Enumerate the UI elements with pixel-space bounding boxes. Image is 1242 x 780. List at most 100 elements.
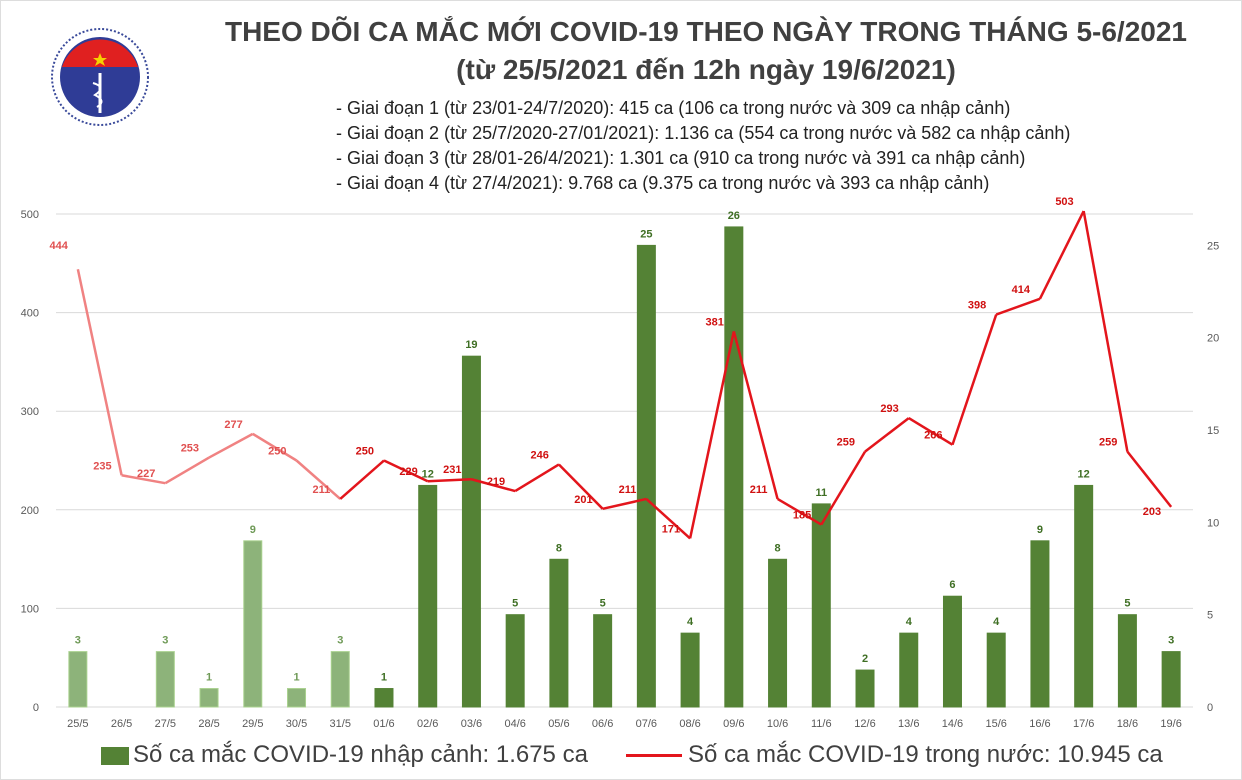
line-data-label: 227 [137, 468, 155, 480]
x-axis-tick: 17/6 [1073, 718, 1094, 730]
line-segment [339, 459, 385, 500]
bar-data-label: 4 [906, 616, 913, 628]
line-data-label: 229 [399, 466, 417, 478]
x-axis-tick: 31/5 [330, 718, 351, 730]
note-phase-1: - Giai đoạn 1 (từ 23/01-24/7/2020): 415 … [336, 98, 1011, 118]
bar [330, 651, 350, 708]
line-data-label: 219 [487, 476, 505, 488]
bar [418, 484, 438, 708]
line-data-label: 211 [313, 484, 331, 496]
bar [636, 244, 656, 708]
line-segment [208, 432, 254, 459]
right-axis-tick: 10 [1207, 517, 1219, 529]
line-segment [1038, 210, 1085, 300]
line-segment [427, 477, 472, 483]
bar [811, 503, 831, 708]
line-segment [164, 456, 210, 485]
left-axis-tick: 0 [33, 702, 39, 714]
x-axis-tick: 28/5 [198, 718, 219, 730]
line-segment [558, 463, 604, 510]
x-axis-tick: 19/6 [1160, 718, 1181, 730]
right-axis-tick: 0 [1207, 702, 1213, 714]
x-axis-tick: 18/6 [1117, 718, 1138, 730]
legend-swatch-line [626, 754, 682, 758]
x-axis-tick: 30/5 [286, 718, 307, 730]
line-segment [864, 417, 910, 453]
line-segment [688, 331, 736, 539]
bar-data-label: 1 [381, 672, 387, 684]
line-data-label: 231 [443, 464, 461, 476]
right-axis-tick: 5 [1207, 610, 1213, 622]
bar-data-label: 1 [206, 672, 212, 684]
bar [549, 558, 569, 708]
bar [155, 651, 175, 708]
bar-data-label: 9 [1037, 524, 1043, 536]
line-segment [645, 498, 691, 540]
bar-data-label: 8 [556, 542, 562, 554]
x-axis-tick: 14/6 [942, 718, 963, 730]
bar-data-label: 3 [162, 635, 168, 647]
bar-data-label: 4 [993, 616, 1000, 628]
bar [1161, 651, 1181, 708]
note-phase-2: - Giai đoạn 2 (từ 25/7/2020-27/01/2021):… [336, 123, 1071, 143]
bar-data-label: 3 [75, 635, 81, 647]
line-data-label: 185 [793, 510, 811, 522]
legend-swatch-bar [101, 746, 129, 765]
line-segment [252, 432, 298, 462]
line-data-label: 503 [1055, 196, 1073, 208]
line-segment [776, 497, 822, 526]
line-data-label: 381 [705, 316, 723, 328]
bar-data-label: 5 [512, 598, 518, 610]
note-phase-3: - Giai đoạn 3 (từ 28/01-26/4/2021): 1.30… [336, 148, 1026, 168]
right-axis-tick: 25 [1207, 240, 1219, 252]
bar-data-label: 12 [422, 468, 434, 480]
x-axis-tick: 05/6 [548, 718, 569, 730]
bar-data-label: 6 [949, 579, 955, 591]
left-axis-tick: 300 [21, 406, 39, 418]
note-phase-4: - Giai đoạn 4 (từ 27/4/2021): 9.768 ca (… [336, 173, 990, 193]
line-segment [514, 463, 560, 493]
bar-data-label: 1 [293, 672, 299, 684]
bar-data-label: 3 [1168, 635, 1174, 647]
x-axis-tick: 15/6 [986, 718, 1007, 730]
bar [243, 540, 263, 708]
bar-data-label: 2 [862, 653, 868, 665]
bar [768, 558, 788, 708]
chart-subtitle: (từ 25/5/2021 đến 12h ngày 19/6/2021) [456, 54, 956, 85]
bar-data-label: 11 [815, 487, 827, 499]
x-axis-tick: 02/6 [417, 718, 438, 730]
x-axis-tick: 10/6 [767, 718, 788, 730]
bar [899, 632, 919, 708]
legend-domestic: Số ca mắc COVID-19 trong nước: 10.945 ca [626, 741, 1163, 769]
x-axis-tick: 25/5 [67, 718, 88, 730]
bar-data-label: 12 [1078, 468, 1090, 480]
line-data-label: 253 [181, 443, 199, 455]
line-data-label: 250 [356, 446, 374, 458]
line-data-label: 277 [224, 419, 242, 431]
bar [199, 688, 219, 708]
bar [1117, 614, 1137, 708]
bar [287, 688, 307, 708]
left-axis-tick: 500 [21, 209, 39, 221]
line-data-label: 171 [662, 523, 680, 535]
x-axis-tick: 29/5 [242, 718, 263, 730]
line-data-label: 211 [750, 484, 768, 496]
x-axis-tick: 06/6 [592, 718, 613, 730]
left-axis-tick: 200 [21, 505, 39, 517]
x-axis-tick: 27/5 [155, 718, 176, 730]
line-segment [383, 459, 429, 483]
line-segment [732, 331, 779, 500]
line-data-label: 266 [924, 430, 942, 442]
line-data-label: 259 [837, 437, 855, 449]
x-axis-tick: 09/6 [723, 718, 744, 730]
bar [942, 595, 962, 708]
left-axis-tick: 400 [21, 308, 39, 320]
bar-data-label: 8 [774, 542, 780, 554]
bar-data-label: 5 [1124, 598, 1130, 610]
line-data-label: 293 [880, 403, 898, 415]
bar-data-label: 26 [728, 210, 740, 222]
right-axis-tick: 15 [1207, 425, 1219, 437]
x-axis-tick: 07/6 [636, 718, 657, 730]
